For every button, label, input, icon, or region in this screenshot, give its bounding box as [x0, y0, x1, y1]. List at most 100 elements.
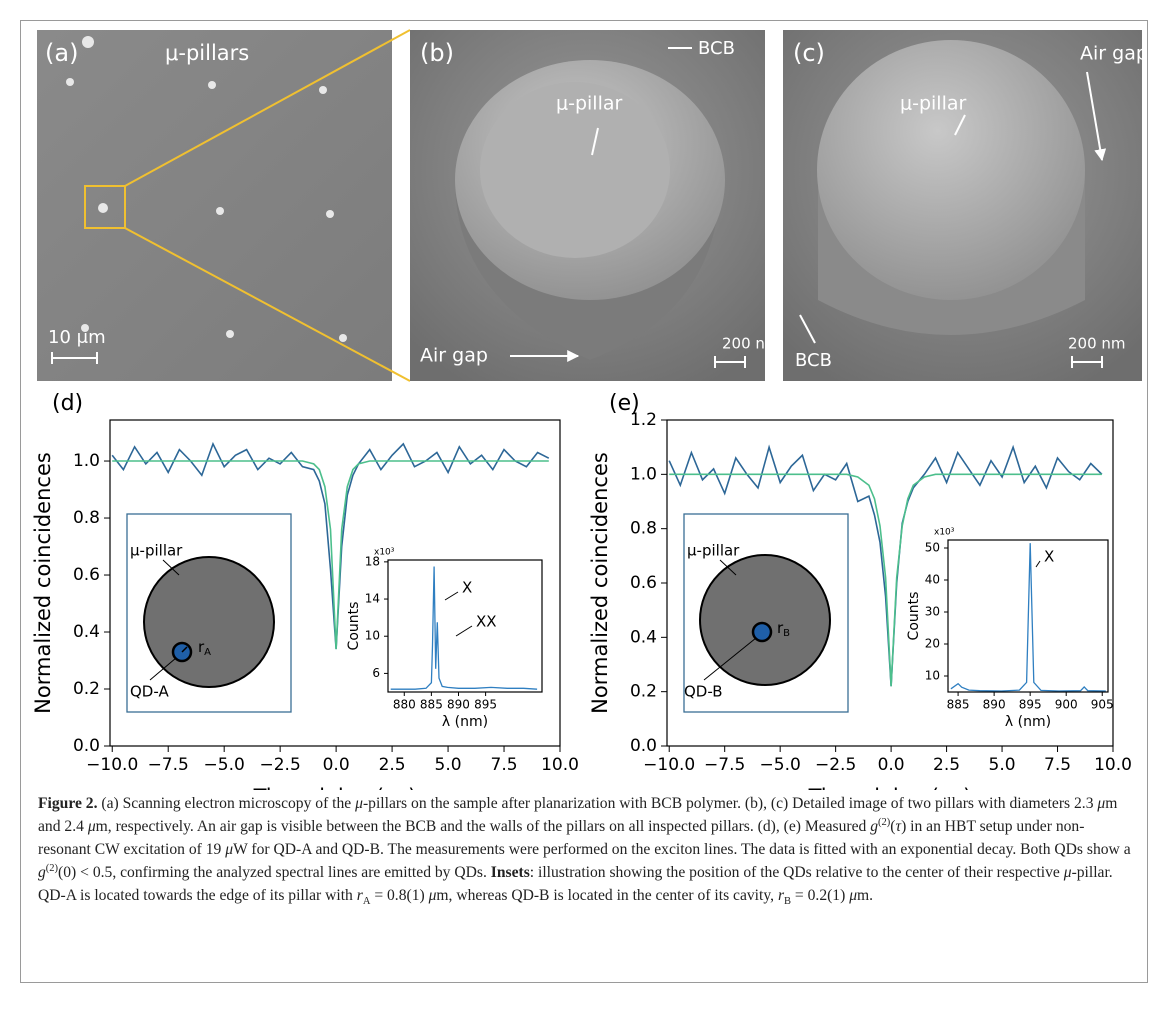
image-annotation: μ-pillar	[900, 93, 966, 115]
pointer	[162, 559, 180, 576]
y-tick-label: 0.4	[630, 627, 657, 647]
y-tick-label: 30	[925, 605, 940, 619]
pillar-disk	[143, 556, 275, 688]
x-axis-label: λ (nm)	[1005, 714, 1051, 730]
x-tick-label: −10.0	[86, 755, 138, 775]
caption: Figure 2. (a) Scanning electron microsco…	[38, 792, 1136, 907]
y-tick-label: 50	[925, 541, 940, 555]
panel-label: (b)	[420, 39, 454, 67]
panel-label: (a)	[45, 39, 78, 67]
y-tick-label: 10	[365, 629, 380, 643]
y-tick-label: 6	[372, 666, 380, 680]
peak-label: X	[462, 579, 472, 597]
image-annotation: 10 μm	[48, 327, 106, 348]
caption-text: = 0.8(1)	[370, 887, 429, 904]
radius-label: rB	[777, 619, 790, 640]
caption-text: g	[38, 864, 46, 881]
y-tick-label: 0.6	[73, 565, 100, 585]
x-tick-label: −7.5	[704, 755, 745, 775]
radius-subscript: B	[783, 628, 790, 639]
y-tick-label: 0.2	[630, 682, 657, 702]
x-tick-label: 905	[1091, 698, 1114, 712]
y-tick-label: 20	[925, 637, 940, 651]
annotation-line	[444, 591, 459, 601]
x-tick-label: 5.0	[435, 755, 462, 775]
y-tick-label: 0.2	[73, 679, 100, 699]
inset-background	[388, 560, 542, 692]
caption-text: μ	[225, 841, 234, 858]
y-axis-label: Normalized coincidences	[31, 452, 55, 714]
image-annotation: 200 nm	[722, 335, 780, 353]
caption-text: ) in an HBT setup under non-resonant CW …	[38, 818, 1085, 858]
caption-text: = 0.2(1)	[791, 887, 850, 904]
x-tick-label: 900	[1055, 698, 1078, 712]
x-axis-label: Time delay (ns)	[253, 785, 417, 790]
scale-label: x10³	[934, 528, 955, 538]
panel-label: (d)	[52, 391, 83, 416]
peak-label: XX	[476, 613, 497, 631]
radius-symbol: r	[198, 638, 205, 656]
x-tick-label: −5.0	[204, 755, 245, 775]
y-tick-label: 0.0	[73, 736, 100, 756]
y-tick-label: 1.2	[630, 410, 657, 430]
image-annotation: BCB	[795, 350, 832, 371]
x-tick-label: 890	[983, 698, 1006, 712]
y-tick-label: 0.0	[630, 736, 657, 756]
x-tick-label: 885	[420, 698, 443, 712]
pillar-label: μ-pillar	[130, 542, 183, 560]
y-tick-label: 1.0	[73, 451, 100, 471]
caption-text: m and 2.4	[38, 795, 1118, 835]
x-tick-label: 7.5	[1044, 755, 1071, 775]
image-annotation: BCB	[698, 38, 735, 59]
y-axis-label: Normalized coincidences	[588, 452, 612, 714]
x-tick-label: 2.5	[379, 755, 406, 775]
x-tick-label: 885	[947, 698, 970, 712]
annotation-line	[455, 625, 473, 637]
image-annotation: 200 nm	[1068, 335, 1126, 353]
caption-text: B	[784, 896, 792, 908]
caption-text: (2)	[45, 862, 59, 874]
image-annotation: Air gap	[1080, 43, 1148, 65]
caption-text: : illustration showing the position of t…	[529, 864, 1064, 881]
x-tick-label: 10.0	[541, 755, 579, 775]
caption-text: r	[356, 887, 363, 904]
y-tick-label: 1.0	[630, 464, 657, 484]
caption-text: Figure 2.	[38, 795, 98, 812]
image-annotation: Air gap	[420, 345, 488, 367]
caption-text: -pillar. QD-A is located towards the edg…	[38, 864, 1113, 904]
image-annotation: μ-pillars	[165, 41, 249, 65]
data-line	[669, 473, 1102, 687]
x-tick-label: 890	[447, 698, 470, 712]
y-tick-label: 0.6	[630, 573, 657, 593]
caption-text: W for QD-A and QD-B. The measurements we…	[233, 841, 1131, 858]
x-tick-label: −10.0	[643, 755, 695, 775]
panel-label: (c)	[793, 39, 825, 67]
zoom-line	[124, 29, 411, 187]
scale-label: x10³	[374, 548, 395, 558]
annotation-line	[1035, 560, 1041, 568]
radius-symbol: r	[777, 619, 784, 637]
caption-text: m, respectively. An air gap is visible b…	[95, 818, 871, 835]
peak-label: X	[1044, 548, 1054, 566]
x-tick-label: 10.0	[1094, 755, 1132, 775]
axes-frame	[947, 539, 1109, 693]
y-axis-label: Counts	[906, 592, 922, 641]
x-tick-label: 895	[474, 698, 497, 712]
x-tick-label: 0.0	[878, 755, 905, 775]
caption-text: τ	[895, 818, 902, 835]
figure: (a) μ-pillars 10 μm (b) BCB μ-pillar Air gap 20…	[31, 29, 1148, 790]
radius-subscript: A	[204, 647, 211, 658]
panel-label: (e)	[609, 391, 640, 416]
pillar-dots	[66, 36, 347, 342]
caption-text: μ	[849, 887, 858, 904]
annotation-lines	[51, 47, 1107, 368]
caption-text: m.	[857, 887, 874, 904]
quantum-dot	[751, 621, 773, 643]
caption-text: m, whereas QD-B is located in the center…	[436, 887, 778, 904]
qd-label: QD-A	[130, 683, 169, 701]
caption-text: g	[870, 818, 879, 835]
caption-text: A	[362, 896, 371, 908]
x-tick-label: 2.5	[933, 755, 960, 775]
x-tick-label: −7.5	[148, 755, 189, 775]
y-tick-label: 0.4	[73, 622, 100, 642]
